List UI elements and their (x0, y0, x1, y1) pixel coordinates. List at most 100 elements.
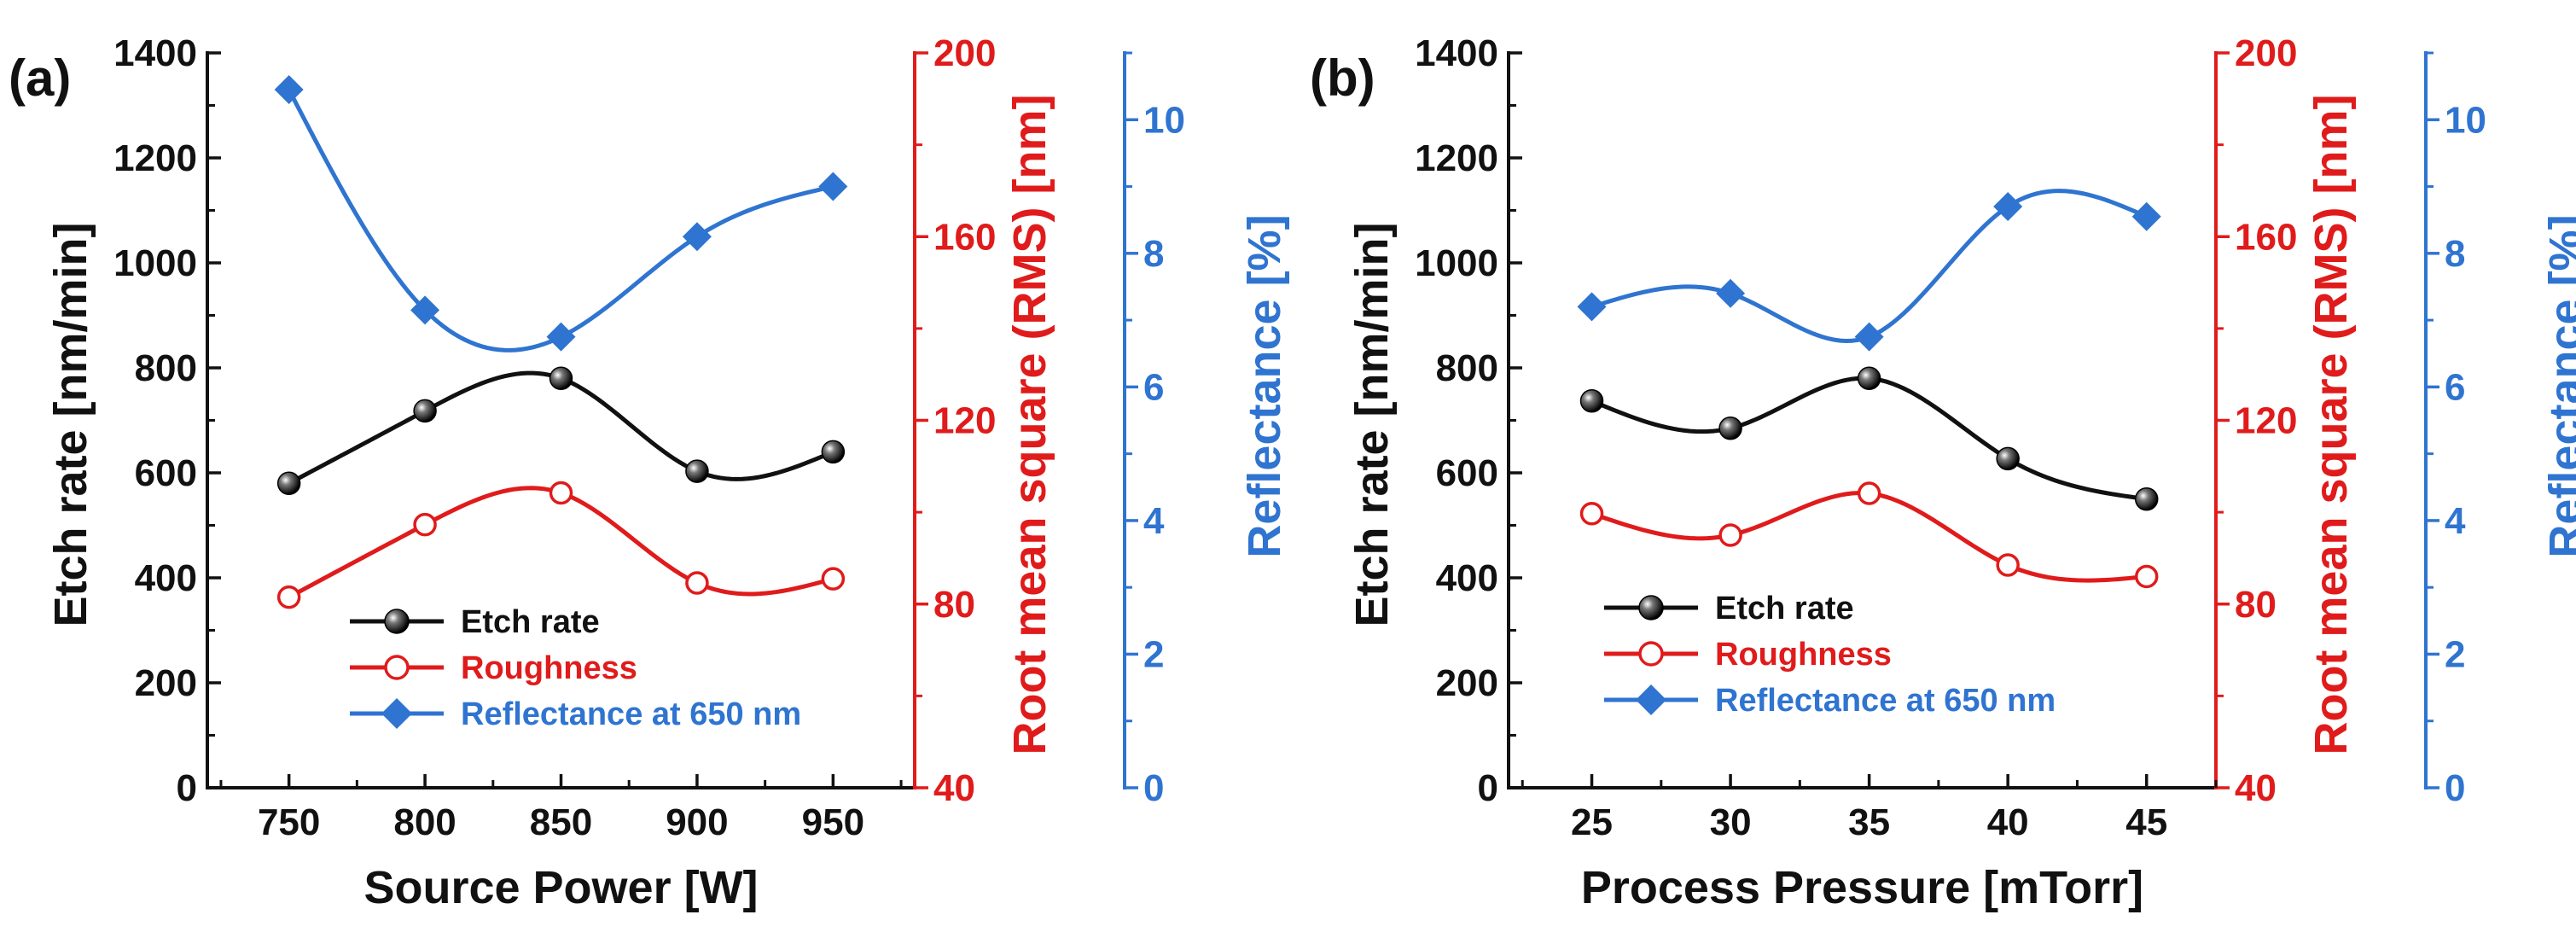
reflectance-data-point (410, 295, 440, 325)
etch-data-point (549, 366, 573, 391)
etch-rate-tick-label: 400 (1436, 557, 1498, 599)
reflectance-tick-label: 10 (2445, 99, 2486, 141)
legend-marker (384, 609, 410, 634)
legend-label: Reflectance at 650 nm (461, 696, 801, 732)
etch-rate-tick-label: 1000 (1415, 242, 1498, 284)
x-tick-label: 30 (1710, 801, 1752, 843)
x-tick-label: 900 (666, 801, 728, 843)
series-roughness (1579, 481, 2159, 589)
etch-rate-tick-label: 800 (135, 347, 197, 389)
etch-rate-axis-title: Etch rate [nm/min] (1346, 222, 1398, 626)
reflectance-data-point (1577, 292, 1607, 322)
etch-data-point (276, 471, 301, 496)
etch-rate-tick-label: 600 (135, 452, 197, 494)
legend-item-reflectance: Reflectance at 650 nm (350, 696, 801, 732)
legend-marker (1636, 685, 1666, 715)
reflectance-data-point (2131, 201, 2161, 231)
reflectance-data-point (682, 222, 712, 252)
legend-marker (1638, 595, 1664, 620)
etch-rate-tick-label: 600 (1436, 452, 1498, 494)
etch-rate-tick-label: 400 (135, 557, 197, 599)
panel-label: (b) (1310, 50, 1375, 107)
legend-marker (384, 655, 410, 680)
series-reflectance (1577, 189, 2161, 352)
reflectance-tick-label: 4 (2445, 500, 2466, 542)
rms-tick-label: 40 (933, 767, 975, 809)
reflectance-tick-label: 0 (2445, 767, 2465, 809)
rms-tick-label: 120 (933, 400, 996, 442)
legend-label: Reflectance at 650 nm (1715, 683, 2056, 719)
reflectance-data-point (818, 172, 848, 201)
reflectance-tick-label: 8 (1143, 233, 1164, 275)
etch-data-point (1718, 416, 1742, 440)
roughness-data-point (1718, 523, 1742, 547)
roughness-data-point (2134, 564, 2159, 589)
rms-tick-label: 40 (2235, 767, 2277, 809)
legend-item-roughness: Roughness (1604, 637, 1892, 673)
reflectance-axis-title: Reflectance [%] (1239, 214, 1290, 557)
etch-rate-axis-title: Etch rate [nm/min] (45, 222, 96, 626)
reflectance-tick-label: 6 (1143, 366, 1164, 408)
reflectance-data-point (546, 322, 576, 352)
series-roughness (276, 481, 846, 609)
chart-panel-a: (a)0200400600800100012001400408012016020… (9, 32, 1290, 913)
etch-data-point (685, 459, 709, 483)
x-tick-label: 45 (2125, 801, 2167, 843)
etch-rate-tick-label: 0 (1478, 767, 1498, 809)
reflectance-data-point (1993, 192, 2023, 222)
reflectance-tick-label: 0 (1143, 767, 1164, 809)
rms-axis-title: Root mean square (RMS) [nm] (2306, 94, 2357, 754)
legend-item-reflectance: Reflectance at 650 nm (1604, 683, 2056, 719)
etch-rate-tick-label: 1200 (113, 137, 197, 179)
etch-rate-tick-label: 200 (1436, 662, 1498, 704)
reflectance-tick-label: 8 (2445, 233, 2465, 275)
legend-item-etch: Etch rate (350, 604, 600, 640)
x-tick-label: 35 (1848, 801, 1890, 843)
x-axis-title: Source Power [W] (363, 862, 758, 913)
rms-tick-label: 80 (2235, 584, 2277, 626)
etch-fit-curve (1590, 376, 2148, 502)
rms-tick-label: 160 (2235, 216, 2297, 258)
roughness-data-point (413, 512, 437, 537)
x-tick-label: 750 (258, 801, 320, 843)
roughness-data-point (1996, 553, 2020, 577)
rms-tick-label: 120 (2235, 400, 2297, 442)
legend-label: Etch rate (1715, 591, 1854, 626)
etch-data-point (2134, 487, 2159, 511)
etch-data-point (1579, 388, 1604, 413)
etch-data-point (1857, 366, 1881, 391)
roughness-data-point (1579, 501, 1604, 526)
etch-rate-tick-label: 0 (177, 767, 197, 809)
roughness-fit-curve (1590, 491, 2147, 583)
reflectance-fit-curve (287, 88, 834, 352)
reflectance-data-point (1716, 278, 1746, 308)
legend-label: Etch rate (461, 604, 600, 640)
reflectance-tick-label: 6 (2445, 366, 2465, 408)
x-tick-label: 800 (393, 801, 456, 843)
etch-rate-tick-label: 1000 (113, 242, 197, 284)
etch-data-point (413, 399, 437, 423)
roughness-data-point (1857, 481, 1881, 505)
legend: Etch rate Roughness Reflectance at 650 nm (350, 604, 801, 732)
rms-axis-title: Root mean square (RMS) [nm] (1004, 94, 1055, 754)
reflectance-tick-label: 2 (2445, 633, 2465, 675)
rms-tick-label: 200 (2235, 32, 2297, 74)
reflectance-fit-curve (1590, 189, 2148, 343)
chart-panel-b: (b)0200400600800100012001400408012016020… (1310, 32, 2576, 913)
reflectance-data-point (274, 75, 304, 105)
legend: Etch rate Roughness Reflectance at 650 nm (1604, 591, 2056, 719)
reflectance-tick-label: 2 (1143, 633, 1164, 675)
etch-data-point (1996, 446, 2020, 471)
legend-label: Roughness (461, 650, 637, 686)
roughness-data-point (276, 585, 301, 609)
x-tick-label: 40 (1987, 801, 2029, 843)
etch-rate-tick-label: 1400 (113, 32, 197, 74)
reflectance-tick-label: 4 (1143, 500, 1165, 542)
roughness-data-point (821, 567, 846, 591)
legend-label: Roughness (1715, 637, 1892, 673)
legend-item-etch: Etch rate (1604, 591, 1854, 626)
roughness-data-point (685, 571, 709, 595)
x-axis-title: Process Pressure [mTorr] (1581, 862, 2143, 913)
panel-label: (a) (9, 50, 71, 107)
